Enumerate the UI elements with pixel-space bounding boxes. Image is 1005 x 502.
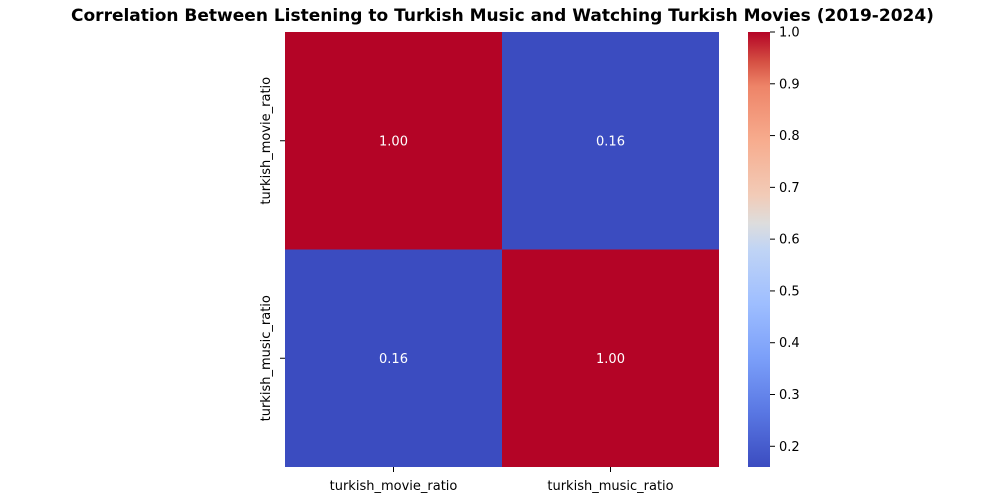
colorbar-tick-label: 0.8: [779, 129, 800, 144]
heatmap-cells: 1.00 0.16 0.16 1.00: [285, 32, 719, 467]
heatmap-cell: [285, 249, 502, 467]
heatmap-cell: [502, 249, 719, 467]
chart-title: Correlation Between Listening to Turkish…: [71, 6, 934, 26]
cell-value-label: 1.00: [596, 352, 625, 367]
x-tick-label: turkish_movie_ratio: [330, 479, 458, 494]
y-tick-label: turkish_movie_ratio: [259, 77, 274, 205]
colorbar-tick-label: 0.9: [779, 77, 800, 92]
colorbar-gradient: [748, 32, 770, 467]
colorbar-tick-label: 1.0: [779, 26, 800, 41]
heatmap-cell: [285, 32, 502, 250]
colorbar-tick-label: 0.2: [779, 440, 800, 455]
heatmap-cell: [502, 32, 719, 250]
colorbar: 0.2 0.3 0.4 0.5 0.6 0.7 0.8 0.9 1.0: [748, 26, 800, 467]
heatmap-axis-labels: turkish_movie_ratio turkish_music_ratiotu…: [259, 77, 674, 494]
colorbar-tick-label: 0.3: [779, 388, 800, 403]
y-tick-label: turkish_music_ratio: [259, 295, 274, 421]
cell-value-label: 0.16: [379, 352, 408, 367]
colorbar-tick-label: 0.5: [779, 284, 800, 299]
x-tick-label: turkish_music_ratio: [547, 479, 673, 494]
cell-value-label: 0.16: [596, 134, 625, 149]
cell-value-label: 1.00: [379, 134, 408, 149]
colorbar-tick-label: 0.4: [779, 336, 800, 351]
colorbar-tick-label: 0.6: [779, 233, 800, 248]
colorbar-tick-label: 0.7: [779, 181, 800, 196]
